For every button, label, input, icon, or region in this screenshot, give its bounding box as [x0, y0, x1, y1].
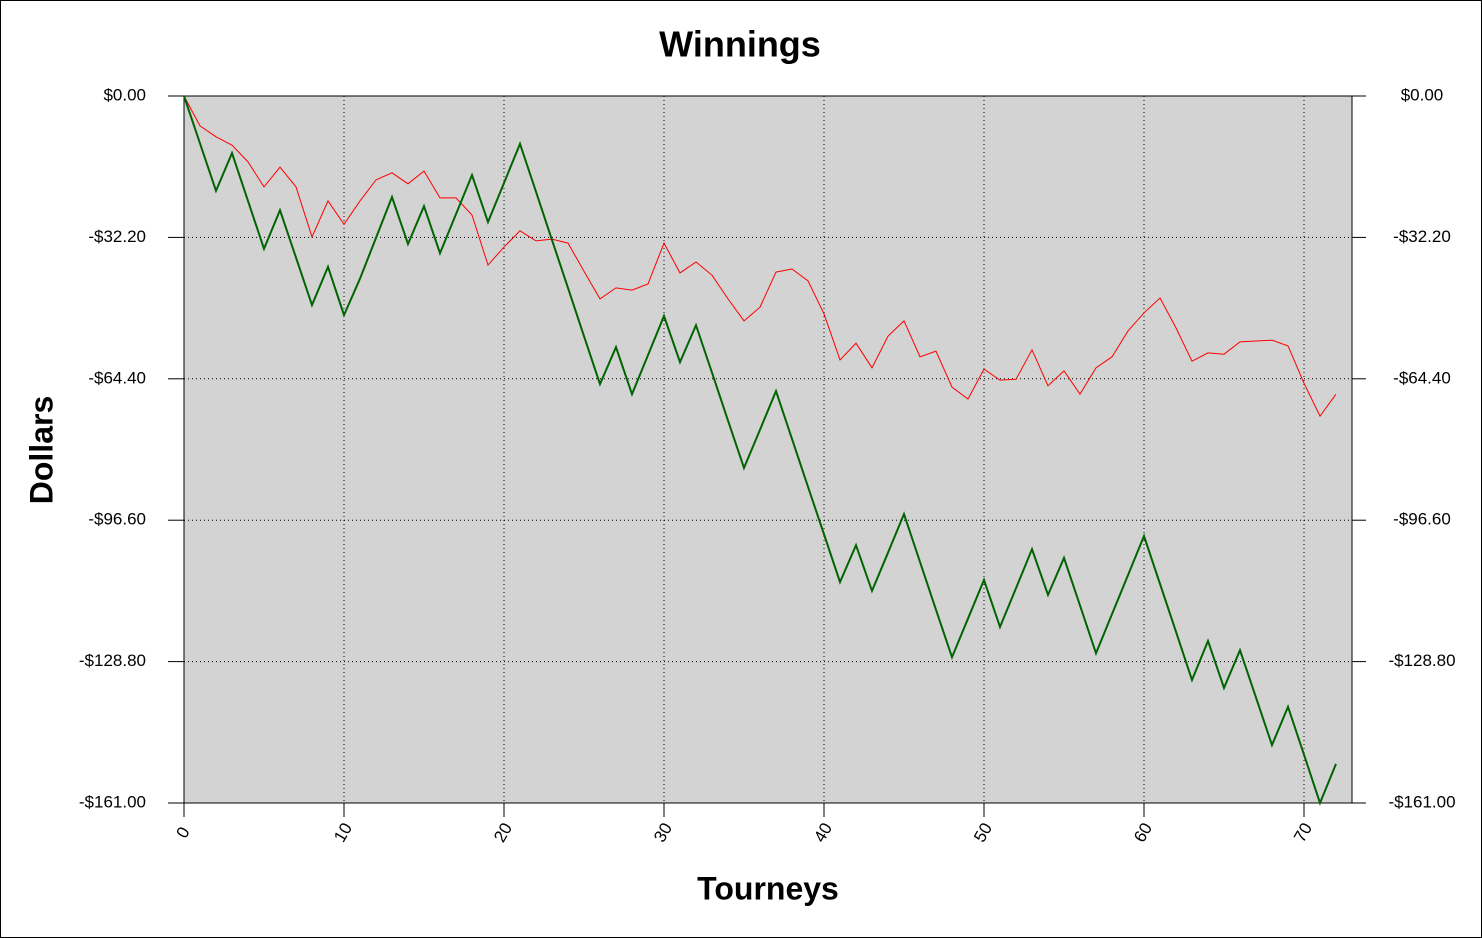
- y2-tick-label: -$64.40: [1393, 368, 1451, 387]
- y2-tick-label: $0.00: [1401, 85, 1444, 104]
- y-tick-label: -$161.00: [79, 792, 146, 811]
- y-tick-label: -$64.40: [88, 368, 146, 387]
- y-tick-label: -$128.80: [79, 651, 146, 670]
- y-tick-label: -$32.20: [88, 227, 146, 246]
- y2-tick-label: -$161.00: [1388, 792, 1455, 811]
- y2-tick-label: -$32.20: [1393, 227, 1451, 246]
- plot-area: [184, 96, 1352, 803]
- y2-tick-label: -$96.60: [1393, 510, 1451, 529]
- y-tick-label: $0.00: [103, 85, 146, 104]
- chart-title: Winnings: [659, 24, 821, 65]
- y-axis-label: Dollars: [23, 396, 59, 504]
- y2-tick-label: -$128.80: [1388, 651, 1455, 670]
- x-axis-label: Tourneys: [697, 870, 839, 906]
- series-line: [183, 95, 1337, 806]
- y-tick-label: -$96.60: [88, 510, 146, 529]
- series-line: [183, 95, 1337, 418]
